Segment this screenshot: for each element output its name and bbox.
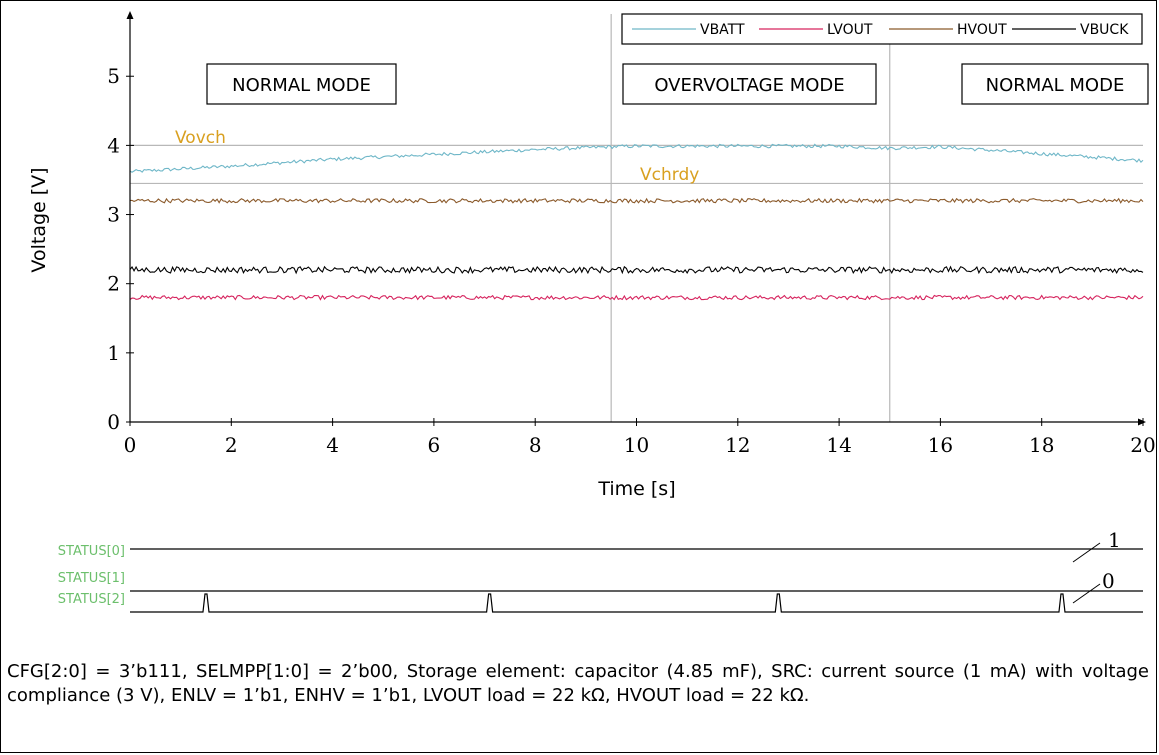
status-2-trace [130,593,1143,613]
threshold-lines [130,144,1143,185]
x-tick-label: 12 [725,433,750,457]
y-tick-label: 1 [107,341,120,365]
x-ticks: 0 2 4 6 8 10 12 14 16 18 20 [124,418,1156,457]
mode-label: NORMAL MODE [232,75,371,96]
mode-box [206,63,397,105]
threshold-label-vchrdy: Vchrdy [640,165,699,185]
x-tick-label: 2 [225,433,238,457]
legend-entry-hvout: HVOUT [957,22,1007,38]
low-level-label: 0 [1102,569,1115,593]
mode-labels: NORMAL MODE OVERVOLTAGE MODE NORMAL MODE [206,63,1149,105]
legend: VBATT LVOUT HVOUT VBUCK [621,13,1143,45]
low-level-leader [1072,583,1101,604]
high-level-label: 1 [1108,528,1121,552]
x-tick-label: 0 [124,433,137,457]
x-tick-label: 20 [1130,433,1155,457]
series-line-vbuck [129,265,1144,275]
series-line-hvout [129,197,1144,204]
y-tick-label: 0 [107,410,120,434]
series-lines [129,143,1144,301]
x-tick-label: 18 [1029,433,1054,457]
x-tick-label: 4 [326,433,339,457]
y-tick-label: 3 [107,203,120,227]
status-label-2: STATUS[2] [58,592,125,607]
status-label-0: STATUS[0] [58,544,125,559]
series-line-vbatt [129,143,1144,173]
y-axis-label: Voltage [V] [28,167,50,272]
series-line-lvout [129,294,1144,301]
mode-boundary-lines [610,14,891,422]
legend-entry-vbuck: VBUCK [1080,22,1129,38]
x-tick-label: 8 [529,433,542,457]
threshold-labels: Vovch Vchrdy [175,128,699,185]
mode-box [622,63,877,105]
y-tick-label: 2 [107,272,120,296]
y-ticks: 0 1 2 3 4 5 [107,64,134,434]
y-tick-label: 5 [107,64,120,88]
x-tick-label: 6 [428,433,441,457]
x-axis-label: Time [s] [597,478,675,500]
x-tick-label: 10 [624,433,649,457]
legend-entry-vbatt: VBATT [700,22,745,38]
x-tick-label: 16 [928,433,953,457]
status-timing-diagram: STATUS[0] STATUS[1] STATUS[2] 1 0 [58,528,1143,613]
mode-box [961,63,1149,105]
figure-caption: CFG[2:0] = 3’b111, SELMPP[1:0] = 2’b00, … [7,661,1149,706]
y-tick-label: 4 [107,133,120,157]
high-level-leader [1072,542,1101,563]
mode-label: NORMAL MODE [986,75,1125,96]
x-tick-label: 14 [826,433,851,457]
mode-label: OVERVOLTAGE MODE [654,75,844,96]
legend-entry-lvout: LVOUT [827,22,873,38]
status-label-1: STATUS[1] [58,571,125,586]
threshold-label-vovch: Vovch [175,128,226,148]
